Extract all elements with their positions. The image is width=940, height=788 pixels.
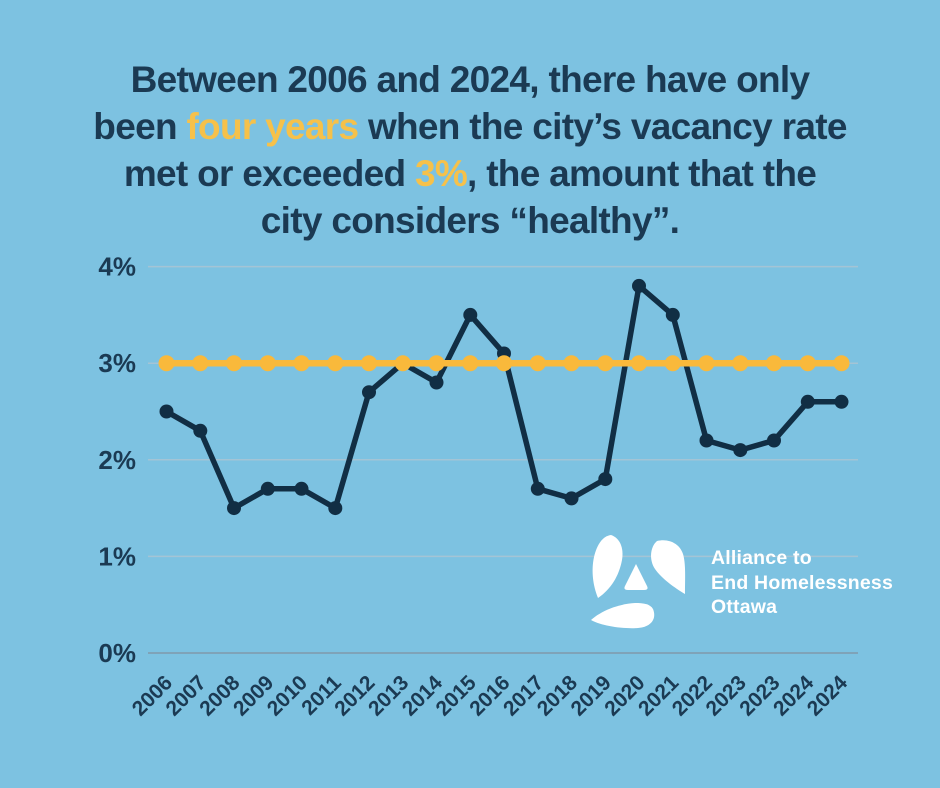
data-point-healthy-threshold-3-percent	[496, 355, 512, 372]
data-point-healthy-threshold-3-percent	[259, 355, 276, 372]
data-point-vacancy-rate	[530, 481, 545, 496]
title-line-3: met or exceeded 3%, the amount that the	[0, 150, 940, 197]
data-point-vacancy-rate	[193, 423, 208, 438]
title-line-4: city considers “healthy”.	[0, 197, 940, 244]
alliance-logo-text: Alliance to End Homelessness Ottawa	[711, 546, 893, 620]
data-point-healthy-threshold-3-percent	[597, 355, 614, 372]
logo-text-line-3: Ottawa	[711, 596, 778, 618]
y-tick-label: 0%	[98, 638, 136, 668]
title-highlight-four-years: four years	[186, 106, 359, 147]
title-text: Between 2006 and 2024, there have only	[130, 59, 810, 100]
logo-petal-left	[592, 535, 623, 598]
data-point-vacancy-rate	[767, 433, 781, 448]
data-point-vacancy-rate	[834, 394, 849, 409]
alliance-logo-icon	[591, 535, 686, 629]
data-point-healthy-threshold-3-percent	[833, 355, 850, 372]
data-point-healthy-threshold-3-percent	[293, 355, 310, 372]
data-point-healthy-threshold-3-percent	[563, 355, 580, 372]
x-tick-label: 2024	[803, 671, 853, 721]
data-point-healthy-threshold-3-percent	[327, 355, 344, 372]
data-point-vacancy-rate	[564, 491, 579, 506]
data-point-vacancy-rate	[362, 385, 376, 400]
data-point-healthy-threshold-3-percent	[462, 355, 479, 372]
data-point-healthy-threshold-3-percent	[529, 355, 546, 372]
data-point-vacancy-rate	[260, 481, 275, 496]
data-point-healthy-threshold-3-percent	[631, 355, 647, 372]
y-tick-label: 1%	[98, 541, 136, 571]
data-point-vacancy-rate	[159, 404, 174, 419]
data-point-vacancy-rate	[294, 481, 309, 496]
data-point-vacancy-rate	[328, 501, 343, 516]
title-text: when the city’s vacancy rate	[358, 106, 847, 147]
data-point-vacancy-rate	[463, 307, 478, 322]
title-line-1: Between 2006 and 2024, there have only	[0, 56, 940, 103]
title-text: city considers “healthy”.	[260, 200, 680, 241]
logo-petal-top-right	[651, 540, 686, 594]
alliance-logo: Alliance to End Homelessness Ottawa	[589, 533, 893, 629]
y-tick-label: 4%	[98, 252, 136, 282]
data-point-healthy-threshold-3-percent	[428, 355, 445, 372]
data-point-vacancy-rate	[665, 307, 680, 322]
logo-triangle	[624, 564, 648, 590]
data-point-vacancy-rate	[429, 375, 444, 390]
data-point-vacancy-rate	[227, 501, 241, 516]
title-text: been	[93, 106, 187, 147]
data-point-vacancy-rate	[598, 472, 613, 487]
data-point-healthy-threshold-3-percent	[799, 355, 816, 372]
data-point-vacancy-rate	[733, 443, 748, 458]
data-point-healthy-threshold-3-percent	[192, 355, 209, 372]
data-point-healthy-threshold-3-percent	[664, 355, 681, 372]
data-point-healthy-threshold-3-percent	[698, 355, 715, 372]
logo-text-line-2: End Homelessness	[711, 571, 894, 594]
series-line-vacancy-rate	[163, 283, 845, 511]
title-text: , the amount that the	[467, 153, 817, 194]
title-line-2: been four years when the city’s vacancy …	[0, 103, 940, 150]
title-text: met or exceeded	[123, 153, 415, 194]
data-point-healthy-threshold-3-percent	[766, 355, 782, 372]
y-tick-label: 3%	[98, 348, 136, 378]
data-point-vacancy-rate	[699, 433, 714, 448]
data-point-healthy-threshold-3-percent	[732, 355, 749, 372]
chart-title: Between 2006 and 2024, there have only b…	[0, 56, 940, 244]
data-point-vacancy-rate	[800, 394, 815, 409]
data-point-vacancy-rate	[632, 278, 646, 293]
logo-petal-bottom	[591, 603, 655, 629]
data-point-healthy-threshold-3-percent	[226, 355, 242, 372]
data-point-healthy-threshold-3-percent	[361, 355, 377, 372]
logo-text-line-1: Alliance to	[711, 547, 812, 569]
data-point-healthy-threshold-3-percent	[158, 355, 175, 372]
data-point-healthy-threshold-3-percent	[394, 355, 411, 372]
y-tick-label: 2%	[98, 445, 136, 475]
title-highlight-3-percent: 3%	[414, 153, 468, 194]
